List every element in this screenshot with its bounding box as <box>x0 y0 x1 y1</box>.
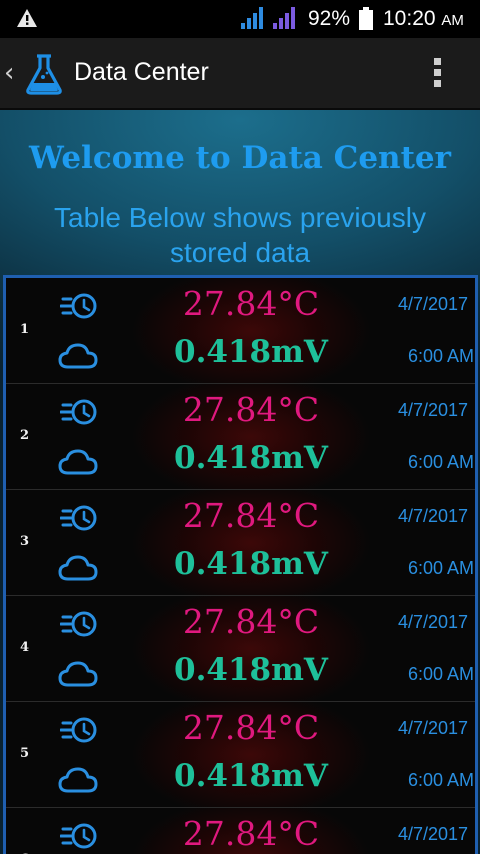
table-row[interactable]: 2 27.84°C 0.418mV 4/7/2017 6:00 AM <box>6 384 475 490</box>
cloud-icon <box>58 661 98 687</box>
table-row[interactable]: 5 27.84°C 0.418mV 4/7/2017 6:00 AM <box>6 702 475 808</box>
row-date: 4/7/2017 <box>398 718 469 738</box>
content: Welcome to Data Center Table Below shows… <box>0 110 480 854</box>
history-icon <box>60 717 97 743</box>
app-title: Data Center <box>74 58 209 86</box>
row-time: 6:00 AM <box>408 346 475 366</box>
table-row[interactable]: 3 27.84°C 0.418mV 4/7/2017 6:00 AM <box>6 490 475 596</box>
temperature-value: 27.84°C <box>182 708 320 747</box>
flask-icon[interactable] <box>22 52 66 96</box>
table-row[interactable]: 4 27.84°C 0.418mV 4/7/2017 6:00 AM <box>6 596 475 702</box>
history-icon <box>60 823 97 849</box>
action-bar: ‹ Data Center <box>0 38 480 110</box>
temperature-value: 27.84°C <box>182 814 320 853</box>
row-time: 6:00 AM <box>408 558 475 578</box>
voltage-value: 0.418mV <box>174 652 328 688</box>
temperature-value: 27.84°C <box>182 390 320 429</box>
history-icon <box>60 293 97 319</box>
row-index: 5 <box>20 746 30 761</box>
back-icon[interactable]: ‹ <box>4 58 15 88</box>
history-icon <box>60 399 97 425</box>
table-row[interactable]: 1 27.84°C 0.418mV 4/7/2017 6:00 AM <box>6 278 475 384</box>
row-date: 4/7/2017 <box>398 400 469 420</box>
row-index: 6 <box>20 852 29 854</box>
overflow-dot <box>433 69 441 76</box>
temperature-value: 27.84°C <box>182 284 320 323</box>
cloud-icon <box>58 767 98 793</box>
history-icon <box>60 505 97 531</box>
row-time: 6:00 AM <box>408 770 475 790</box>
data-table[interactable]: 1 27.84°C 0.418mV 4/7/2017 6:00 AM 2 27.… <box>3 275 478 854</box>
voltage-value: 0.418mV <box>174 334 328 370</box>
history-icon <box>60 611 97 637</box>
table-row[interactable]: 6 27.84°C 0.418mV 4/7/2017 6:00 AM <box>6 808 475 854</box>
battery-percent: 92% <box>308 7 351 30</box>
signal-icon <box>241 7 263 29</box>
clock-time: 10:20 <box>383 7 436 30</box>
row-index: 2 <box>20 428 30 443</box>
row-time: 6:00 AM <box>408 452 475 472</box>
warning-icon <box>17 9 37 27</box>
row-time: 6:00 AM <box>408 664 475 684</box>
row-date: 4/7/2017 <box>398 506 469 526</box>
clock: 10:20 AM <box>383 7 464 31</box>
overflow-menu-icon[interactable] <box>426 56 448 92</box>
row-index: 4 <box>20 640 30 655</box>
overflow-dot <box>433 80 441 87</box>
subtitle: Table Below shows previously stored data <box>54 202 426 268</box>
row-date: 4/7/2017 <box>398 824 469 844</box>
temperature-value: 27.84°C <box>182 602 320 641</box>
voltage-value: 0.418mV <box>174 440 328 476</box>
row-date: 4/7/2017 <box>398 612 469 632</box>
clock-ampm: AM <box>441 12 464 29</box>
row-date: 4/7/2017 <box>398 294 469 314</box>
cloud-icon <box>58 449 98 475</box>
row-index: 1 <box>20 322 30 337</box>
cloud-icon <box>58 555 98 581</box>
overflow-dot <box>433 58 441 65</box>
battery-icon <box>359 7 373 30</box>
status-bar: 92% 10:20 AM <box>0 0 480 38</box>
voltage-value: 0.418mV <box>174 758 328 794</box>
row-index: 3 <box>20 534 30 549</box>
signal-icon <box>273 7 295 29</box>
voltage-value: 0.418mV <box>174 546 328 582</box>
cloud-icon <box>58 343 98 369</box>
welcome-heading: Welcome to Data Center <box>29 140 451 176</box>
temperature-value: 27.84°C <box>182 496 320 535</box>
